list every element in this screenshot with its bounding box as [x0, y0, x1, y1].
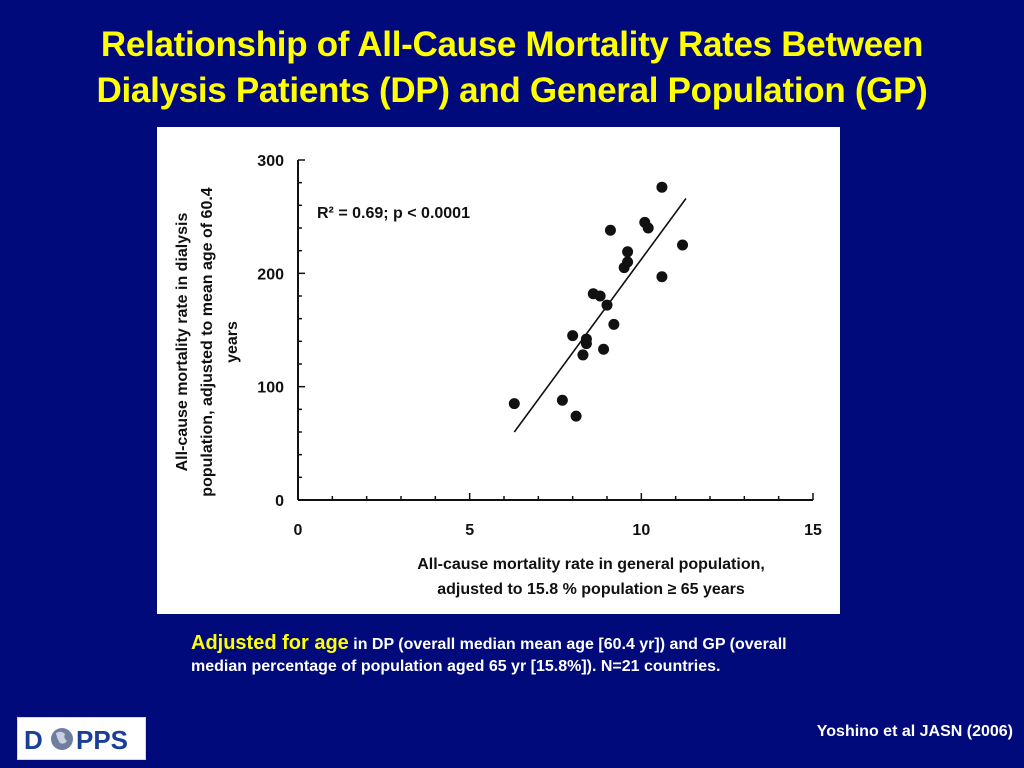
dopps-logo-graphic: D PPS	[24, 725, 128, 755]
data-point	[594, 290, 606, 302]
data-point	[601, 299, 613, 311]
slide-title-line-2: Dialysis Patients (DP) and General Popul…	[96, 71, 928, 110]
data-point	[567, 330, 579, 342]
data-point	[677, 239, 689, 251]
data-point	[598, 343, 610, 355]
y-tick-label: 200	[257, 266, 284, 283]
data-point	[570, 410, 582, 422]
x-tick-label: 10	[632, 522, 650, 539]
citation: Yoshino et al JASN (2006)	[816, 723, 1013, 740]
data-point	[508, 398, 520, 410]
data-point	[622, 256, 634, 268]
chart-panel: 0 5 10 15 0 100 200 300 R² = 0.69; p < 0.0001 A…	[157, 127, 840, 614]
chart-fit-line-group	[513, 198, 687, 433]
x-axis-label-line-2: adjusted to 15.8 % population ≥ 65 years	[437, 581, 745, 598]
slide-title: Relationship of All-Cause Mortality Rate…	[0, 22, 1024, 114]
logo-letter-d: D	[24, 725, 43, 755]
logo-letters-pps: PPS	[76, 725, 128, 755]
chart-axes	[297, 160, 813, 501]
data-point	[656, 181, 668, 193]
y-axis-label: All-cause mortality rate in dialysis pop…	[174, 187, 241, 496]
y-axis-label-line-1: All-cause mortality rate in dialysis	[174, 213, 191, 472]
chart-points	[508, 181, 689, 422]
x-axis-label-line-1: All-cause mortality rate in general popu…	[417, 556, 765, 573]
data-point	[656, 271, 668, 283]
y-tick-label: 100	[257, 380, 284, 397]
data-point	[556, 394, 568, 406]
data-point	[577, 349, 589, 361]
scatter-chart: 0 5 10 15 0 100 200 300 R² = 0.69; p < 0.0001 A…	[174, 153, 822, 598]
data-point	[580, 333, 592, 345]
slide-title-line-1: Relationship of All-Cause Mortality Rate…	[100, 25, 924, 64]
caption-text: in DP (overall median mean age [60.4 yr]…	[191, 636, 787, 675]
caption: Adjusted for age in DP (overall median m…	[191, 632, 841, 678]
chart-annotation: R² = 0.69; p < 0.0001	[317, 205, 470, 222]
data-point	[642, 222, 654, 234]
y-tick-label: 300	[257, 153, 284, 170]
data-point	[622, 246, 634, 258]
caption-lead: Adjusted for age	[191, 632, 349, 654]
x-tick-label: 15	[804, 522, 822, 539]
data-point	[608, 318, 620, 330]
regression-line	[513, 198, 687, 433]
y-axis-label-line-3: years	[224, 321, 241, 363]
x-tick-label: 0	[294, 522, 303, 539]
y-axis-label-line-2: population, adjusted to mean age of 60.4	[199, 187, 216, 496]
data-point	[604, 224, 616, 236]
chart-ticks: 0 5 10 15 0 100 200 300	[257, 153, 822, 539]
y-tick-label: 0	[275, 493, 284, 510]
x-tick-label: 5	[465, 522, 474, 539]
dopps-logo: D PPS	[17, 717, 146, 760]
